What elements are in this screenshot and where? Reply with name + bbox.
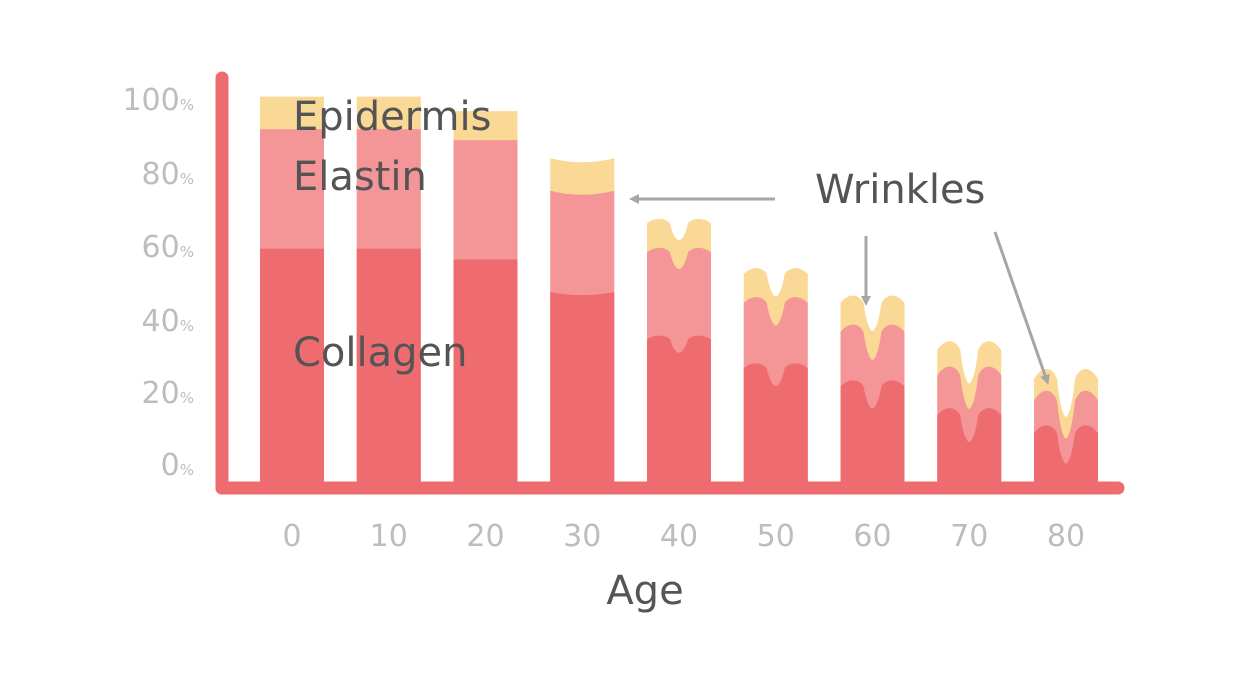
y-tick-label: 40% [142,304,194,339]
legend-label-epidermis: Epidermis [293,94,491,140]
bar-collagen-age-20 [453,259,518,488]
y-tick-label: 80% [142,157,194,192]
y-tick-label: 0% [161,448,194,483]
x-tick-label: 80 [1047,519,1085,554]
x-tick-label: 30 [563,519,601,554]
bar-collagen-age-0 [260,248,324,488]
wrinkle-arrows [629,194,1050,385]
x-tick-label: 50 [757,519,795,554]
x-tick-label: 20 [466,519,504,554]
wrinkles-annotation: Wrinkles [815,167,985,213]
wrinkle-arrow [993,231,1050,385]
bar-collagen-age-30 [550,292,615,488]
bar-collagen-age-60 [840,380,905,488]
legend-label-elastin: Elastin [293,154,427,200]
bars-layer [260,96,1098,489]
legend-label-collagen: Collagen [293,330,468,376]
bar-collagen-age-70 [937,408,1002,488]
y-tick-label: 100% [122,83,194,118]
bar-collagen-age-40 [647,335,711,488]
x-tick-label: 70 [950,519,988,554]
bar-collagen-age-10 [356,248,421,488]
x-axis-label: Age [606,568,683,614]
x-tick-label: 60 [853,519,891,554]
x-tick-label: 10 [370,519,408,554]
y-tick-label: 60% [142,230,194,265]
x-tick-label: 40 [660,519,698,554]
bar-collagen-age-80 [1034,425,1098,488]
y-ticks: 100% 80% 60% 40% 20% 0% [122,83,194,483]
y-tick-label: 20% [142,376,194,411]
bar-collagen-age-50 [743,363,808,488]
x-tick-label: 0 [282,519,301,554]
x-ticks: 0 10 20 30 40 50 60 70 80 [282,519,1085,554]
